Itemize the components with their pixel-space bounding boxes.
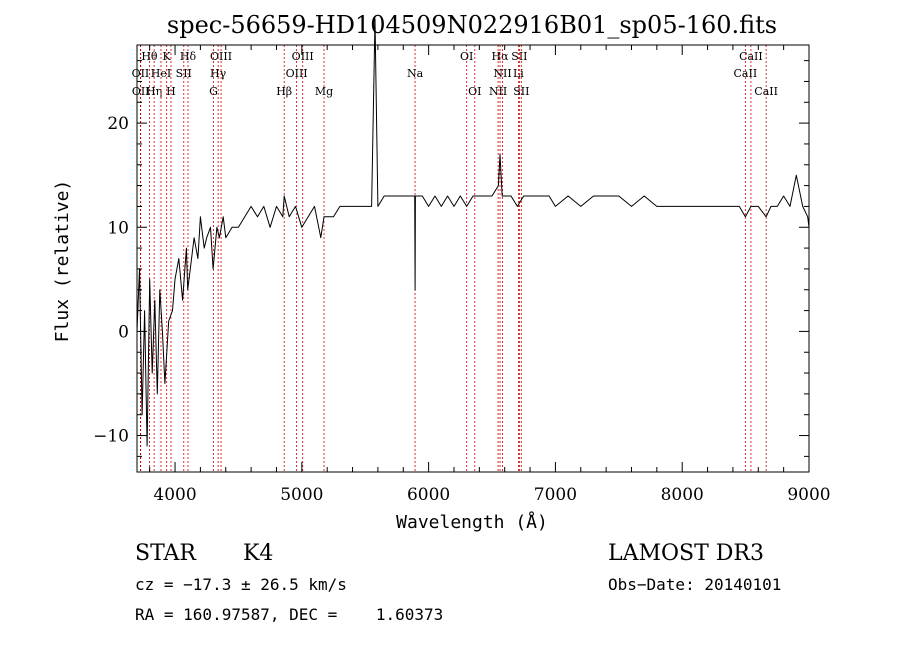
marker-label: Mg (315, 85, 333, 98)
x-tick-label: 7000 (534, 485, 577, 505)
marker-label: H (166, 85, 176, 98)
y-tick-label: 0 (118, 322, 129, 342)
y-axis: −10 0 10 20 (93, 60, 809, 457)
marker-label: OIII (210, 50, 232, 63)
marker-label: CaII (754, 85, 778, 98)
marker-label: SII (513, 85, 529, 98)
x-tick-label: 6000 (407, 485, 450, 505)
marker-label: NII (493, 67, 511, 80)
marker-label: OI (468, 85, 481, 98)
x-tick-label: 9000 (787, 485, 830, 505)
marker-label: NII (489, 85, 507, 98)
subclass: K4 (243, 541, 273, 566)
survey-name: LAMOST DR3 (608, 541, 764, 566)
marker-label: HeI (151, 67, 171, 80)
obs-date: Obs−Date: 20140101 (608, 575, 781, 594)
x-axis: 4000 5000 6000 7000 8000 9000 (149, 45, 831, 505)
x-tick-label: 8000 (661, 485, 704, 505)
marker-label: Hδ (180, 50, 197, 63)
y-axis-label: Flux (relative) (52, 180, 73, 343)
spectrum-line (136, 18, 810, 447)
y-tick-label: 10 (107, 218, 129, 238)
marker-label: CaII (739, 50, 763, 63)
redshift-text: cz = −17.3 ± 26.5 km/s (135, 575, 347, 594)
marker-label: Hγ (210, 67, 227, 80)
x-tick-label: 5000 (280, 485, 323, 505)
marker-label: OII (132, 85, 150, 98)
marker-label: OIII (286, 67, 308, 80)
marker-label: OI (460, 50, 473, 63)
y-tick-label: 20 (107, 114, 129, 134)
x-tick-label: 4000 (153, 485, 196, 505)
marker-label: Hη (146, 85, 162, 98)
x-axis-label: Wavelength (Å) (396, 511, 548, 533)
marker-label: Hα (491, 50, 509, 63)
y-tick-label: −10 (93, 427, 129, 447)
object-class: STAR (135, 541, 197, 566)
chart-title: spec-56659-HD104509N022916B01_sp05-160.f… (167, 11, 777, 39)
marker-label: G (209, 85, 218, 98)
marker-label: SII (176, 67, 192, 80)
marker-label: OIII (292, 50, 314, 63)
marker-label: Li (513, 67, 524, 80)
marker-label: CaII (734, 67, 758, 80)
marker-label: Hβ (276, 85, 292, 98)
coordinates: RA = 160.97587, DEC = 1.60373 (135, 605, 443, 624)
plot-frame (136, 44, 810, 473)
marker-label: Hθ (141, 50, 158, 63)
marker-label: Na (407, 67, 424, 80)
spectrum-layer (136, 18, 810, 447)
marker-label: SII (511, 50, 527, 63)
marker-label: K (163, 50, 172, 63)
